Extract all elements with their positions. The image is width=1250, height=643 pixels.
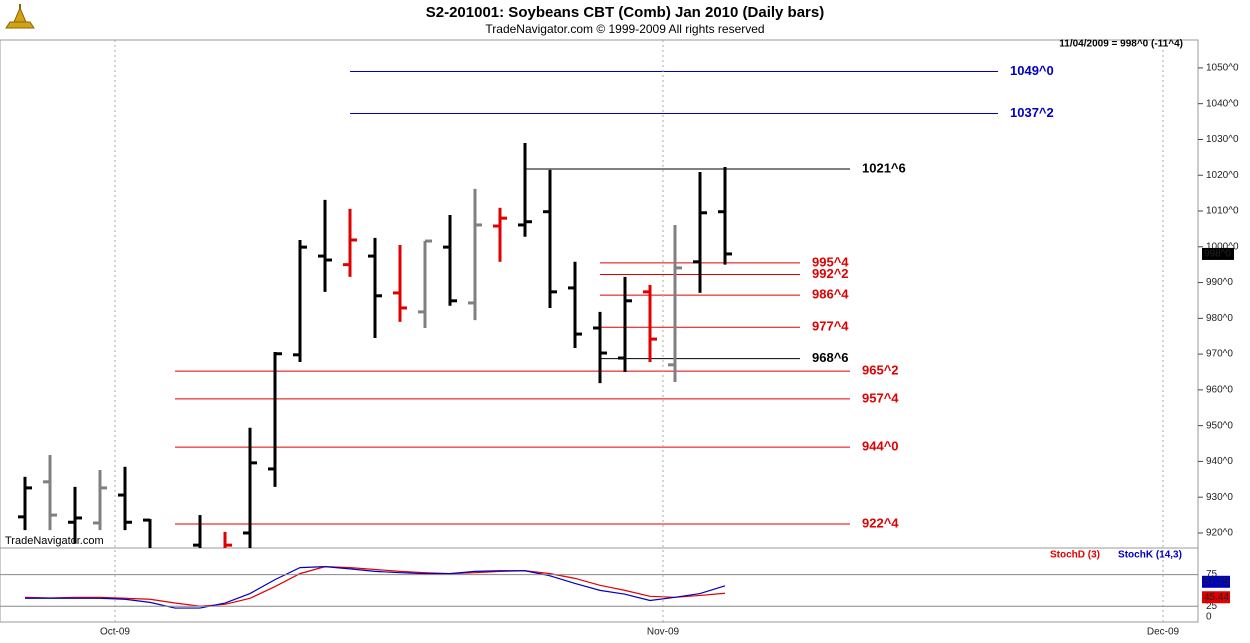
x-tick-label: Oct-09 xyxy=(100,627,130,638)
y-tick-label: 960^0 xyxy=(1206,385,1233,396)
last-value-box xyxy=(1202,575,1230,588)
level-label: 965^2 xyxy=(862,363,899,378)
main-panel xyxy=(0,39,1199,549)
legend-label: StochD (3) xyxy=(1050,550,1100,561)
y-tick-label: 1010^0 xyxy=(1206,206,1239,217)
level-label: 992^2 xyxy=(812,266,849,281)
y-tick-label: 990^0 xyxy=(1206,277,1233,288)
last-price-box xyxy=(1202,247,1234,260)
level-label: 995^4 xyxy=(812,254,849,269)
y-tick-label: 920^0 xyxy=(1206,528,1233,539)
level-label: 968^6 xyxy=(812,350,849,365)
last-value-label: 45.44 xyxy=(1204,592,1229,603)
level-label: 1037^2 xyxy=(1010,105,1054,120)
y-tick-label: 1030^0 xyxy=(1206,134,1239,145)
y-tick-label: 1050^0 xyxy=(1206,63,1239,74)
x-tick-label: Nov-09 xyxy=(647,627,680,638)
y-tick-label: 980^0 xyxy=(1206,313,1233,324)
chart-subtitle: TradeNavigator.com © 1999-2009 All right… xyxy=(485,22,764,36)
stoch-line xyxy=(24,566,726,607)
y-tick-label: 1000^0 xyxy=(1206,241,1239,252)
level-label: 986^4 xyxy=(812,287,849,302)
level-label: 1021^6 xyxy=(862,160,906,175)
y-tick-label: 970^0 xyxy=(1206,349,1233,360)
watermark: TradeNavigator.com xyxy=(5,535,104,547)
chart-title: S2-201001: Soybeans CBT (Comb) Jan 2010 … xyxy=(426,4,824,21)
level-label: 977^4 xyxy=(812,319,849,334)
level-label: 1049^0 xyxy=(1010,63,1054,78)
last-price-label: 998^0 xyxy=(1204,249,1231,260)
price-info: 11/04/2009 = 998^0 (-11^4) xyxy=(1059,39,1183,50)
y-tick-label: 1020^0 xyxy=(1206,170,1239,181)
level-label: 957^4 xyxy=(862,390,899,405)
y-tick-label: 1040^0 xyxy=(1206,98,1239,109)
y-tick-label: 930^0 xyxy=(1206,492,1233,503)
y-tick-label: 950^0 xyxy=(1206,420,1233,431)
legend-label: StochK (14,3) xyxy=(1118,550,1182,561)
y-tick-label: 25 xyxy=(1206,601,1218,612)
x-tick-label: Dec-09 xyxy=(1147,627,1180,638)
last-value-box xyxy=(1202,591,1230,604)
last-value-label: 57.25 xyxy=(1204,576,1229,587)
level-label: 922^4 xyxy=(862,515,899,530)
stoch-line xyxy=(25,566,726,609)
level-label: 944^0 xyxy=(862,439,899,454)
stoch-plot xyxy=(24,566,726,609)
overlay: Oct-09 Nov-09 Dec-09 1050^0 1040^0 1030^0 1020… xyxy=(0,40,1239,638)
y-tick-label: 940^0 xyxy=(1206,456,1233,467)
main-plot xyxy=(18,70,998,548)
logo xyxy=(5,4,35,29)
y-tick-label: 75 xyxy=(1206,569,1218,580)
y-tick-label: 0 xyxy=(1206,612,1212,623)
